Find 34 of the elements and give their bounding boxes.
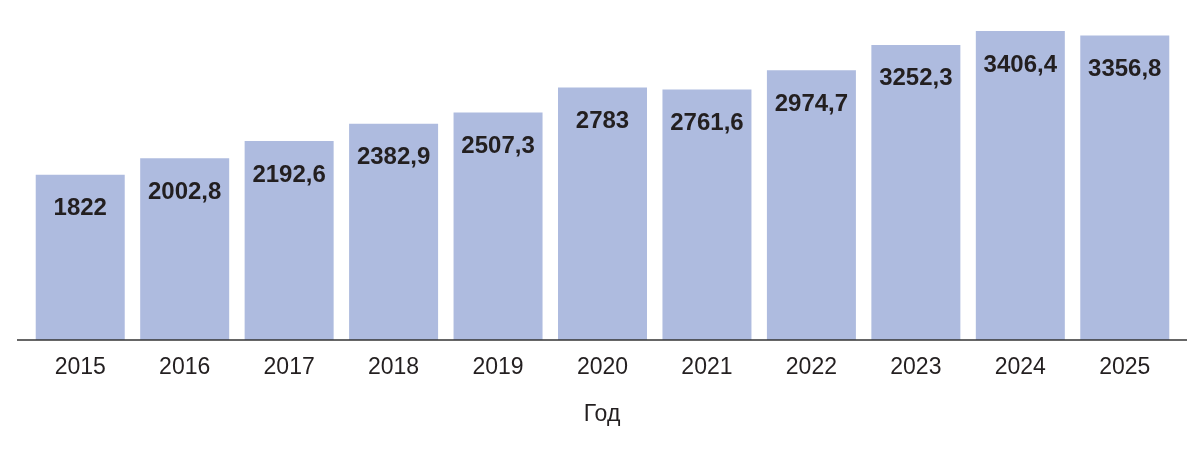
data-label: 2761,6 — [670, 107, 744, 135]
x-tick-label: 2017 — [263, 353, 315, 380]
bar — [1080, 35, 1170, 340]
bar — [140, 158, 230, 340]
data-label: 1822 — [53, 193, 107, 221]
x-tick-label: 2023 — [890, 353, 942, 380]
x-tick-label: 2018 — [368, 353, 420, 380]
x-tick-label: 2021 — [681, 353, 733, 380]
bar — [975, 31, 1065, 340]
bar — [453, 112, 543, 340]
bar — [662, 89, 752, 340]
x-tick-label: 2015 — [54, 353, 106, 380]
bar — [558, 87, 647, 340]
data-label: 3252,3 — [879, 63, 953, 91]
x-tick-label: 2025 — [1099, 353, 1151, 380]
data-label: 2002,8 — [147, 176, 222, 204]
data-label: 2783 — [575, 106, 630, 134]
data-label: 2192,6 — [252, 159, 326, 187]
data-label: 2382,9 — [356, 142, 431, 170]
data-label: 2974,7 — [774, 88, 849, 116]
x-tick-label: 2019 — [472, 353, 524, 380]
bar — [766, 70, 856, 340]
x-tick-label: 2024 — [994, 353, 1047, 380]
x-tick-label: 2016 — [159, 353, 211, 380]
data-label: 2507,3 — [461, 131, 535, 159]
data-label: 3356,8 — [1088, 54, 1162, 81]
bar — [349, 123, 439, 340]
x-tick-label: 2022 — [785, 353, 837, 380]
x-tick-label: 2020 — [576, 353, 629, 380]
data-label: 3406,4 — [983, 49, 1058, 77]
bar — [871, 44, 961, 340]
bar — [35, 174, 125, 340]
x-axis-title: Год — [583, 400, 621, 426]
bar — [244, 141, 334, 340]
